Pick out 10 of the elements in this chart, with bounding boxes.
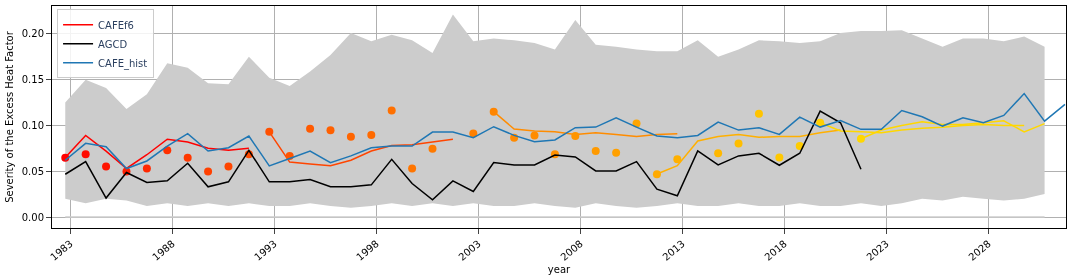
legend-label: CAFEf6 bbox=[98, 19, 134, 31]
legend-label: CAFE_hist bbox=[98, 57, 148, 70]
x-axis-title: year bbox=[547, 264, 572, 276]
y-tick-label: 0.10 bbox=[21, 119, 44, 131]
y-tick-label: 0.05 bbox=[21, 165, 44, 177]
legend-label: AGCD bbox=[98, 38, 128, 50]
y-tick-label: 0.15 bbox=[21, 74, 44, 86]
y-tick-label: 0.20 bbox=[21, 28, 44, 40]
y-tick-label: 0.00 bbox=[21, 211, 44, 223]
y-axis-title: Severity of the Excess Heat Factor bbox=[3, 30, 15, 203]
